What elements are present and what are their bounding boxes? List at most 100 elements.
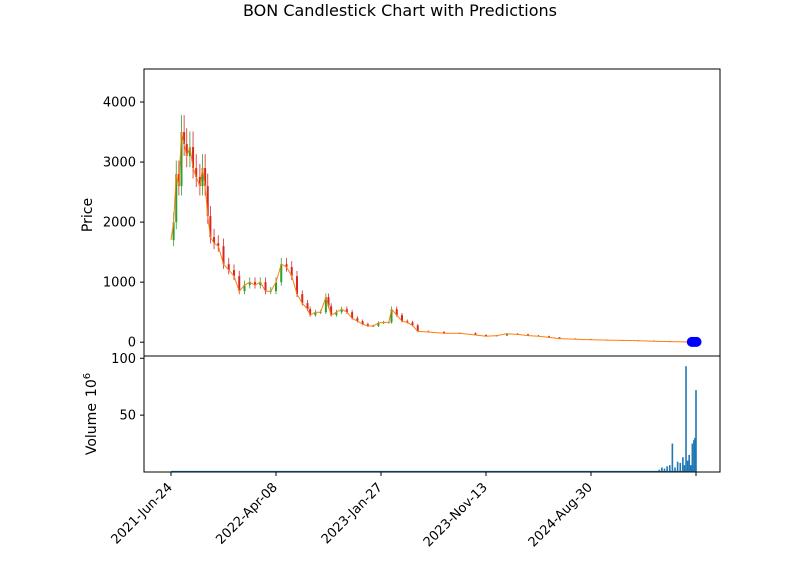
x-tick-label: 2024-Aug-30 xyxy=(526,480,596,550)
candle-body xyxy=(474,333,477,335)
volume-bar xyxy=(683,465,686,472)
candle-body xyxy=(198,177,201,187)
candle-body xyxy=(217,243,220,247)
candle-body xyxy=(327,297,330,307)
price-y-label: Price xyxy=(80,198,96,232)
candle-body xyxy=(204,168,207,187)
candle-body xyxy=(335,312,338,316)
volume-bar xyxy=(689,465,692,472)
candle-body xyxy=(185,144,188,157)
volume-bar xyxy=(694,437,696,472)
candle-body xyxy=(180,132,183,187)
volume-bar xyxy=(693,440,695,472)
candle-body xyxy=(324,297,327,313)
candle-body xyxy=(227,264,230,271)
price-y-tick-label: 3000 xyxy=(103,156,136,171)
chart-title: BON Candlestick Chart with Predictions xyxy=(243,1,557,20)
candle-body xyxy=(314,312,317,316)
candle-body xyxy=(309,309,312,316)
candle-body xyxy=(401,315,403,322)
candle-body xyxy=(558,337,561,339)
close-price-line xyxy=(170,131,697,343)
volume-bar xyxy=(663,468,666,472)
x-tick-label: 2021-Jun-24 xyxy=(109,480,176,547)
price-y-ticks: 0 1000 2000 3000 4000 xyxy=(103,96,144,351)
candle-body xyxy=(238,276,241,292)
candle-body xyxy=(406,321,409,323)
volume-unit-base: 10 xyxy=(84,379,100,397)
volume-bar xyxy=(658,469,661,472)
volume-bar xyxy=(679,462,682,472)
candle-body xyxy=(340,309,343,313)
candle-body xyxy=(411,322,414,326)
candle-body xyxy=(206,186,209,217)
candle-body xyxy=(301,294,304,304)
candle-body xyxy=(306,303,309,310)
x-axis: 2021-Jun-24 2022-Apr-08 2023-Jan-27 2023-No… xyxy=(109,472,697,550)
candle-body xyxy=(209,216,212,238)
candle-body xyxy=(248,282,251,286)
candle-body xyxy=(485,334,487,337)
price-y-tick-label: 0 xyxy=(128,336,136,351)
volume-bar xyxy=(674,467,676,472)
candle-body xyxy=(366,324,369,326)
volume-bar xyxy=(676,461,679,472)
price-marks xyxy=(170,115,702,347)
candle-body xyxy=(345,309,348,313)
candle-body xyxy=(296,276,298,295)
price-y-tick-label: 2000 xyxy=(103,216,136,231)
volume-y-tick-label: 50 xyxy=(119,409,136,424)
candle-body xyxy=(243,285,246,292)
volume-plot-area xyxy=(144,356,720,472)
candle-body xyxy=(395,309,398,316)
x-tick-label: 2023-Jan-27 xyxy=(319,480,386,547)
candle-body xyxy=(280,264,283,283)
candle-body xyxy=(195,168,198,178)
candle-body xyxy=(188,147,191,157)
volume-bar xyxy=(688,454,690,472)
volume-bar xyxy=(666,466,668,472)
volume-bar xyxy=(682,457,684,472)
candle-body xyxy=(361,321,364,325)
candle-body xyxy=(356,318,359,322)
volume-unit-exponent: 6 xyxy=(82,373,93,379)
candle-body xyxy=(259,282,262,286)
prediction-point xyxy=(691,336,702,347)
candle-body xyxy=(192,147,195,169)
volume-bar xyxy=(661,467,663,472)
x-tick-label: 2022-Apr-08 xyxy=(213,480,280,547)
candle-body xyxy=(285,264,288,268)
volume-axes-frame xyxy=(143,355,721,473)
volume-panel: 50 100 Volume 106 xyxy=(82,352,721,473)
candle-body xyxy=(351,312,354,319)
volume-bar xyxy=(685,366,687,472)
candle-body xyxy=(443,331,445,334)
volume-bar xyxy=(668,465,671,472)
candle-body xyxy=(527,334,529,336)
volume-bar xyxy=(671,443,674,472)
candle-body xyxy=(172,222,175,241)
candle-body xyxy=(222,246,225,265)
candle-body xyxy=(377,322,380,326)
candle-body xyxy=(275,282,277,292)
candle-body xyxy=(175,174,178,223)
candle-body xyxy=(213,237,216,244)
volume-bar xyxy=(686,460,689,472)
candle-body xyxy=(290,267,293,277)
price-y-tick-label: 1000 xyxy=(103,276,136,291)
candle-body xyxy=(390,309,393,323)
candle-body xyxy=(183,132,186,145)
price-panel: 0 1000 2000 3000 4000 Price xyxy=(80,68,721,357)
volume-y-tick-label: 100 xyxy=(111,352,136,367)
volume-bar xyxy=(691,443,694,472)
candle-body xyxy=(254,282,256,286)
volume-y-label: Volume 106 xyxy=(82,373,100,455)
candle-body xyxy=(506,333,508,336)
price-plot-area xyxy=(144,69,720,356)
volume-bar xyxy=(695,390,697,472)
price-y-tick-label: 4000 xyxy=(103,96,136,111)
candle-body xyxy=(233,270,235,277)
candle-body xyxy=(548,336,550,338)
candle-body xyxy=(264,282,267,292)
